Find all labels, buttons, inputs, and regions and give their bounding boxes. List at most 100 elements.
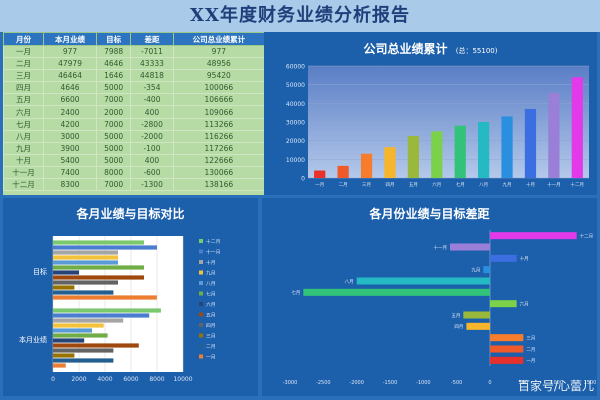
bar: [53, 250, 118, 255]
category-label: 目标: [33, 267, 47, 276]
table-row: 八月 3000 5000 -2000 116266: [2, 129, 266, 143]
cumulative-title-text: 公司总业绩累计: [363, 42, 448, 56]
table-row: 十二月 8300 7000 -1300 138166: [2, 178, 266, 192]
bar: [53, 308, 161, 313]
bar: [490, 254, 517, 262]
legend-swatch: [199, 281, 203, 285]
table-cell: -7011: [130, 44, 174, 59]
report-title: XX年度财务业绩分析报告: [0, 0, 600, 32]
bar-label: 十一月: [434, 244, 448, 251]
legend-label: 十月: [206, 259, 216, 266]
x-tick-label: -3000: [283, 380, 298, 386]
bar: [490, 345, 524, 353]
table-row: 九月 3900 5000 -100 117266: [2, 141, 266, 155]
x-tick-label: -2000: [349, 380, 364, 386]
table-cell: 113266: [172, 117, 266, 131]
legend-swatch: [199, 312, 203, 317]
table-cell: 130066: [172, 165, 266, 180]
bar: [314, 170, 326, 178]
comparison-chart-title: 各月业绩与目标对比: [76, 207, 185, 221]
bar: [490, 334, 524, 342]
bar: [483, 266, 490, 274]
table-cell: 400: [130, 105, 174, 119]
legend-swatch: [199, 260, 203, 264]
cumulative-chart: 0 10000 20000 30000 40000 50000 60000 一月 二月 三月 四月 五…: [286, 64, 589, 188]
bar: [356, 277, 490, 285]
table-cell: 6600: [43, 93, 97, 107]
bar-label: 十二月: [580, 232, 594, 239]
gap-chart-panel: 各月份业绩与目标差距 -3000 -2500 -2000 -1500 -1000 -500…: [262, 198, 597, 396]
table-cell: 十月: [2, 153, 45, 167]
table-cell: 8300: [43, 178, 97, 192]
table-cell: -354: [130, 81, 174, 95]
table-cell: -400: [130, 93, 174, 107]
legend-label: 六月: [206, 301, 216, 308]
bar: [548, 93, 560, 178]
x-tick-label: 500: [519, 380, 529, 386]
cumulative-chart-title: 公司总业绩累计 (总：55100): [264, 40, 597, 57]
table-row: 七月 4200 7000 -2800 113266: [2, 117, 266, 131]
bar: [53, 323, 104, 328]
table-cell: 977: [172, 44, 266, 59]
x-tick-label: -1000: [416, 380, 431, 386]
table-cell: 46464: [43, 69, 97, 83]
legend-swatch: [199, 302, 203, 306]
x-tick-label: 五月: [409, 182, 418, 188]
legend-label: 二月: [206, 344, 216, 350]
x-tick-label: 十一月: [547, 181, 561, 188]
bar: [490, 232, 577, 240]
bar-label: 五月: [451, 313, 460, 319]
x-tick-label: 八月: [479, 182, 488, 188]
x-tick-label: -2500: [316, 380, 331, 386]
x-tick-label: 十月: [526, 181, 535, 188]
x-tick-label: 8000: [149, 376, 164, 383]
table-cell: 47979: [43, 57, 97, 71]
table-row: 三月 46464 1646 44818 95420: [2, 69, 266, 83]
bar-label: 一月: [526, 358, 535, 364]
y-tick-label: 30000: [286, 120, 305, 127]
table-cell: 95420: [172, 69, 266, 83]
table-cell: 138166: [172, 178, 266, 192]
table-cell: 4200: [43, 117, 97, 131]
bar: [53, 280, 118, 285]
table-cell: 400: [130, 153, 174, 167]
bar: [571, 77, 583, 178]
bar: [431, 131, 443, 178]
cumulative-subtitle: (总：55100): [455, 47, 498, 55]
legend-label: 八月: [206, 281, 216, 287]
table-cell: 八月: [2, 129, 45, 143]
table-cell: 十一月: [2, 165, 45, 180]
bar: [53, 333, 108, 338]
table-cell: 九月: [2, 141, 45, 155]
y-tick-label: 0: [301, 176, 305, 183]
x-tick-label: 七月: [456, 181, 465, 188]
bar: [53, 313, 150, 318]
table-cell: -600: [130, 165, 174, 180]
legend-label: 四月: [206, 323, 216, 329]
gap-chart: -3000 -2500 -2000 -1500 -1000 -500 0 500 1000 150…: [283, 230, 596, 386]
table-cell: 5000: [95, 81, 132, 95]
table-cell: 48956: [172, 57, 266, 71]
table-cell: 7400: [43, 165, 97, 180]
table-cell: 七月: [2, 117, 45, 131]
table-header-cell: 目标: [95, 32, 132, 46]
table-cell: 5000: [95, 141, 132, 155]
table-header-cell: 差距: [130, 32, 174, 46]
legend-label: 十二月: [206, 238, 220, 245]
table-row: 十月 5400 5000 400 122666: [2, 153, 266, 167]
bar: [463, 311, 490, 319]
table-cell: 106666: [172, 93, 266, 107]
table-body: 一月 977 7988 -7011 977 二月 47979 4646 43333 48956 三月…: [2, 44, 266, 192]
bar: [360, 153, 373, 178]
legend-swatch: [199, 344, 203, 348]
cumulative-chart-panel: 公司总业绩累计 (总：55100) 0 10000 20000 30000 40000 5…: [264, 32, 597, 195]
bar-label: 三月: [526, 335, 535, 341]
table-cell: 7000: [95, 178, 132, 192]
legend-swatch: [199, 291, 203, 296]
legend-swatch: [199, 249, 203, 254]
bar: [53, 343, 139, 348]
y-tick-label: 10000: [286, 157, 305, 164]
gap-chart-title: 各月份业绩与目标差距: [369, 207, 490, 221]
table-cell: 8000: [95, 165, 132, 180]
